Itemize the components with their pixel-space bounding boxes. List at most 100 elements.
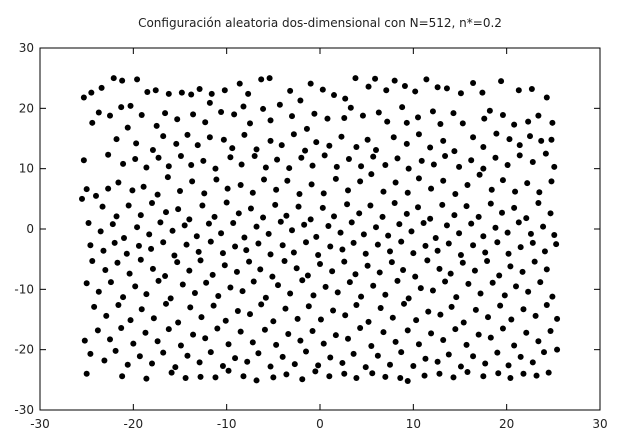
data-point (497, 302, 504, 309)
data-point (348, 219, 355, 226)
data-point (118, 104, 125, 111)
data-point (146, 231, 153, 238)
data-point (200, 157, 207, 164)
data-point (342, 312, 349, 319)
data-point (253, 377, 260, 384)
data-point (223, 199, 230, 206)
data-point (424, 257, 431, 264)
data-point (493, 130, 500, 137)
data-point (456, 230, 463, 237)
data-point (247, 205, 254, 212)
data-point (155, 154, 162, 161)
data-point (496, 272, 503, 279)
data-point (499, 325, 506, 332)
data-point (337, 229, 344, 236)
data-point (369, 370, 376, 377)
data-point (272, 201, 279, 208)
data-point (232, 243, 239, 250)
data-point (394, 155, 401, 162)
data-point (485, 314, 491, 321)
data-point (243, 247, 250, 254)
data-point (511, 121, 518, 128)
data-point (188, 162, 195, 169)
data-point (313, 139, 320, 146)
data-point (283, 371, 290, 378)
data-point (143, 291, 150, 298)
data-point (186, 267, 193, 274)
data-point (394, 277, 401, 284)
data-point (350, 239, 357, 246)
data-point (492, 224, 499, 231)
data-point (311, 110, 318, 117)
data-point (261, 176, 267, 183)
data-point (277, 218, 284, 225)
data-point (516, 142, 523, 149)
data-point (126, 270, 133, 277)
data-point (203, 279, 210, 286)
data-point (331, 92, 337, 99)
data-point (123, 250, 130, 257)
data-point (211, 213, 218, 220)
data-point (249, 339, 256, 346)
data-point (115, 302, 122, 309)
data-point (499, 177, 506, 184)
data-point (100, 247, 107, 254)
data-point (330, 307, 337, 314)
data-point (358, 163, 365, 170)
data-point (265, 230, 272, 237)
x-tick-label: 10 (406, 417, 421, 431)
data-point (279, 242, 286, 249)
data-point (179, 281, 186, 288)
data-point (372, 75, 379, 82)
data-point (253, 223, 260, 230)
data-point (339, 359, 346, 366)
data-point (143, 164, 150, 171)
data-point (232, 355, 239, 362)
data-point (289, 227, 295, 234)
data-point (219, 250, 226, 257)
data-point (221, 87, 228, 94)
data-point (302, 147, 309, 154)
data-point (347, 104, 354, 111)
data-point (543, 302, 550, 309)
data-point (163, 209, 169, 216)
data-point (486, 107, 493, 114)
data-point (401, 300, 407, 307)
data-point (548, 136, 555, 143)
data-point (160, 349, 167, 356)
data-point (118, 324, 125, 331)
data-point (341, 258, 348, 265)
data-point (373, 146, 379, 153)
data-point (545, 369, 552, 376)
data-point (262, 164, 269, 171)
data-point (331, 213, 337, 220)
data-point (129, 187, 136, 194)
data-point (523, 215, 530, 222)
data-point (358, 293, 365, 300)
data-point (155, 277, 162, 284)
data-point (375, 109, 382, 116)
data-point (213, 176, 220, 183)
data-point (295, 203, 302, 210)
data-point (201, 190, 208, 197)
data-point (554, 315, 561, 322)
data-point (255, 240, 262, 247)
data-point (513, 283, 519, 290)
data-point (99, 203, 106, 210)
y-tick-label: 30 (19, 41, 34, 55)
data-point (541, 349, 547, 356)
data-point (373, 224, 379, 231)
data-point (267, 251, 274, 258)
data-point (196, 86, 203, 93)
data-point (133, 140, 140, 147)
data-point (102, 267, 109, 274)
data-point (470, 134, 477, 141)
data-point (279, 353, 286, 360)
data-point (149, 265, 156, 272)
data-point (87, 350, 94, 357)
data-point (178, 89, 185, 96)
data-point (225, 341, 232, 348)
data-point (173, 140, 180, 147)
data-point (88, 89, 95, 96)
data-point (291, 361, 298, 368)
